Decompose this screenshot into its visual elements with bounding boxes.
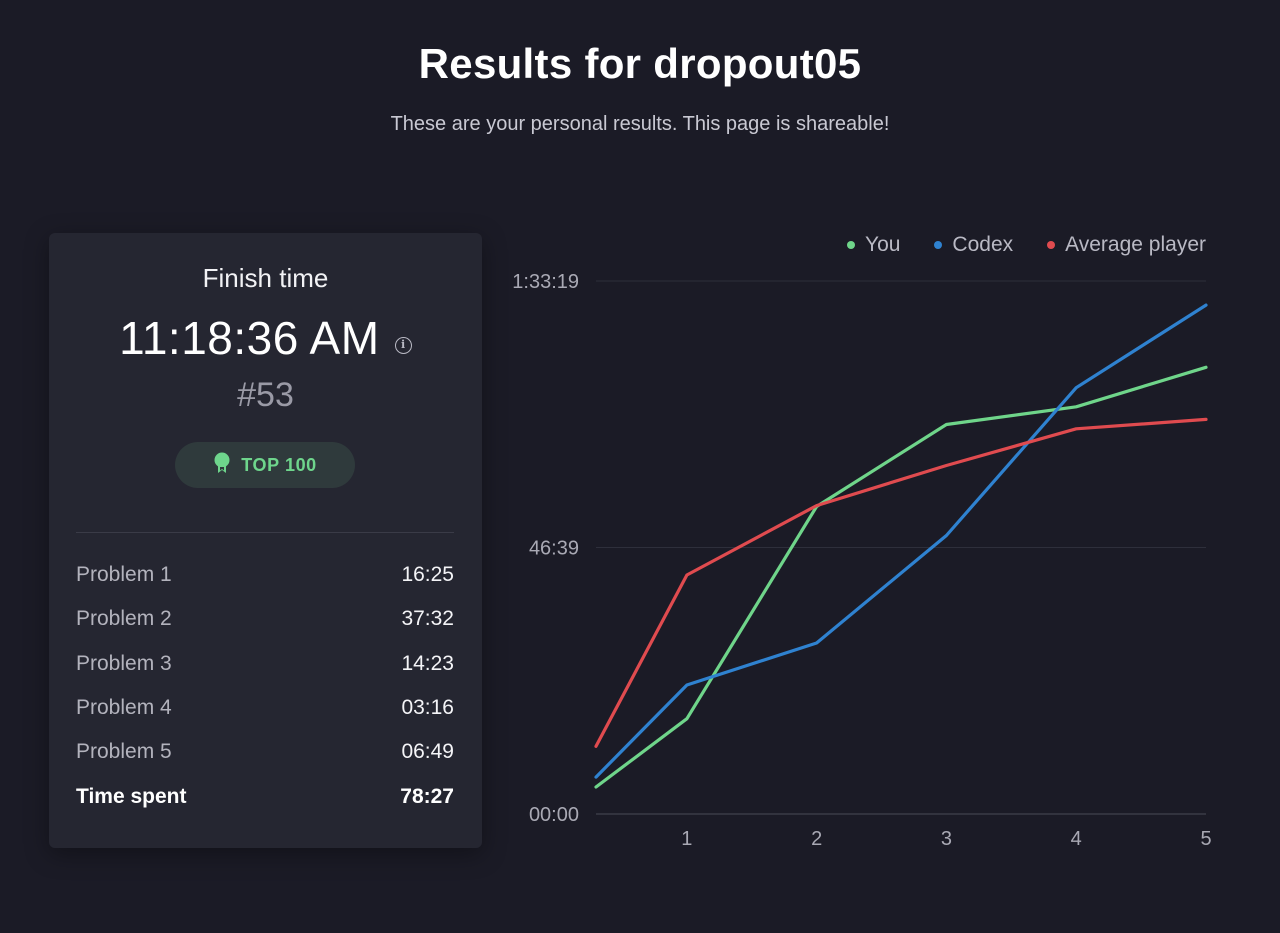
legend-dot-icon [934, 241, 943, 249]
chart-legend: You Codex Average player [846, 233, 1206, 257]
series-line-you [594, 365, 1208, 789]
legend-label: Average player [1065, 233, 1206, 256]
line-chart: 00:00 46:39 1:33:19 1 2 3 4 5 [512, 271, 1211, 850]
award-ribbon-icon [213, 452, 231, 479]
x-tick-label: 3 [941, 828, 952, 850]
y-tick-label: 1:33:19 [512, 271, 579, 293]
results-card: Finish time 11:18:36 AM i #53 TOP 100 Pr… [49, 233, 482, 848]
legend-label: You [864, 233, 901, 256]
info-icon[interactable]: i [394, 337, 412, 354]
total-time: 78:27 [400, 784, 454, 808]
page-title: Results for dropout05 [418, 40, 862, 87]
x-tick-label: 2 [811, 828, 822, 850]
problem-name: Problem 4 [76, 696, 172, 720]
x-tick-label: 5 [1200, 828, 1211, 850]
badge-label: TOP 100 [241, 454, 317, 475]
total-label: Time spent [76, 784, 187, 808]
problem-name: Problem 1 [76, 563, 172, 587]
problem-time: 03:16 [401, 696, 454, 720]
series-line-codex [594, 303, 1208, 779]
series-line-average-player [594, 417, 1208, 748]
finish-time-label: Finish time [202, 263, 329, 293]
list-item: Problem 1 16:25 [76, 553, 454, 597]
finish-time-value: 11:18:36 AM [119, 312, 380, 364]
finish-time-row: 11:18:36 AM i [49, 311, 482, 365]
legend-dot-icon [1047, 241, 1056, 249]
x-tick-label: 1 [681, 828, 692, 850]
total-time-row: Time spent 78:27 [76, 774, 454, 818]
card-divider [76, 532, 454, 533]
x-tick-label: 4 [1071, 828, 1082, 850]
list-item: Problem 5 06:49 [76, 730, 454, 774]
y-tick-label: 00:00 [529, 804, 579, 826]
problem-time: 14:23 [401, 651, 454, 675]
problem-times-list: Problem 1 16:25 Problem 2 37:32 Problem … [76, 553, 454, 819]
problem-time: 37:32 [401, 607, 454, 631]
top-badge: TOP 100 [175, 442, 355, 488]
problem-time: 16:25 [401, 563, 454, 587]
problem-name: Problem 5 [76, 740, 172, 764]
legend-item-you[interactable]: You [846, 233, 901, 257]
list-item: Problem 4 03:16 [76, 686, 454, 730]
list-item: Problem 2 37:32 [76, 597, 454, 641]
problem-time: 06:49 [401, 740, 454, 764]
list-item: Problem 3 14:23 [76, 642, 454, 686]
problem-name: Problem 2 [76, 607, 172, 631]
rank-value: #53 [237, 376, 294, 414]
legend-label: Codex [952, 233, 1014, 256]
legend-item-average-player[interactable]: Average player [1047, 233, 1206, 257]
y-tick-label: 46:39 [529, 538, 579, 560]
legend-item-codex[interactable]: Codex [934, 233, 1013, 257]
problem-name: Problem 3 [76, 651, 172, 675]
legend-dot-icon [846, 241, 855, 249]
page-subtitle: These are your personal results. This pa… [390, 113, 890, 135]
